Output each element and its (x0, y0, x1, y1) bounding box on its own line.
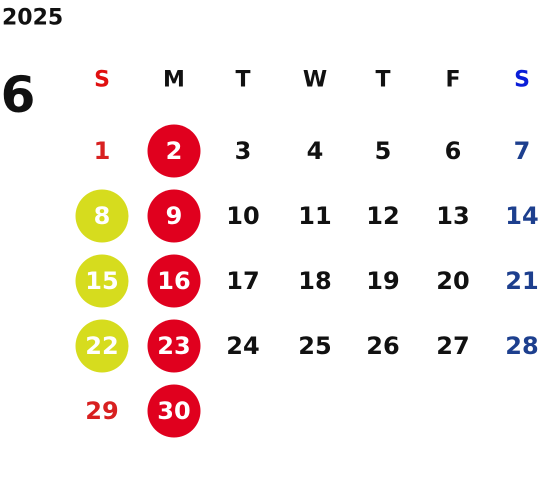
month: 6 (1, 66, 36, 124)
weekday-label: M (163, 68, 185, 93)
day-number: 23 (157, 332, 190, 360)
day-number: 24 (226, 332, 259, 360)
day-number: 15 (85, 267, 118, 295)
day-number: 11 (298, 202, 331, 230)
day-number: 28 (505, 332, 538, 360)
day-number: 3 (235, 137, 252, 165)
weekday-label: S (94, 68, 110, 93)
day-number: 29 (85, 397, 118, 425)
day-number: 10 (226, 202, 259, 230)
weekday-label: W (303, 68, 327, 93)
day-highlight (147, 189, 201, 243)
day-highlight (75, 189, 129, 243)
weekday-label: F (445, 68, 460, 93)
day-highlight (147, 319, 201, 373)
day-number: 20 (436, 267, 469, 295)
day-number: 21 (505, 267, 538, 295)
day-number: 30 (157, 397, 190, 425)
day-number: 27 (436, 332, 469, 360)
year: 2025 (2, 6, 63, 31)
day-highlight (147, 254, 201, 308)
day-number: 8 (94, 202, 111, 230)
day-number: 18 (298, 267, 331, 295)
day-number: 14 (505, 202, 538, 230)
day-number: 7 (514, 137, 531, 165)
day-highlight (147, 124, 201, 178)
day-number: 25 (298, 332, 331, 360)
day-number: 6 (445, 137, 462, 165)
day-number: 5 (375, 137, 392, 165)
day-number: 13 (436, 202, 469, 230)
weekday-label: T (375, 68, 390, 93)
weekday-label: S (514, 68, 530, 93)
day-number: 9 (166, 202, 183, 230)
day-number: 19 (366, 267, 399, 295)
day-number: 2 (166, 137, 183, 165)
day-number: 17 (226, 267, 259, 295)
day-number: 1 (94, 137, 111, 165)
day-number: 26 (366, 332, 399, 360)
day-number: 22 (85, 332, 118, 360)
day-number: 4 (307, 137, 324, 165)
day-highlight (75, 319, 129, 373)
day-number: 16 (157, 267, 190, 295)
day-highlight (147, 384, 201, 438)
weekday-label: T (235, 68, 250, 93)
day-number: 12 (366, 202, 399, 230)
day-highlight (75, 254, 129, 308)
